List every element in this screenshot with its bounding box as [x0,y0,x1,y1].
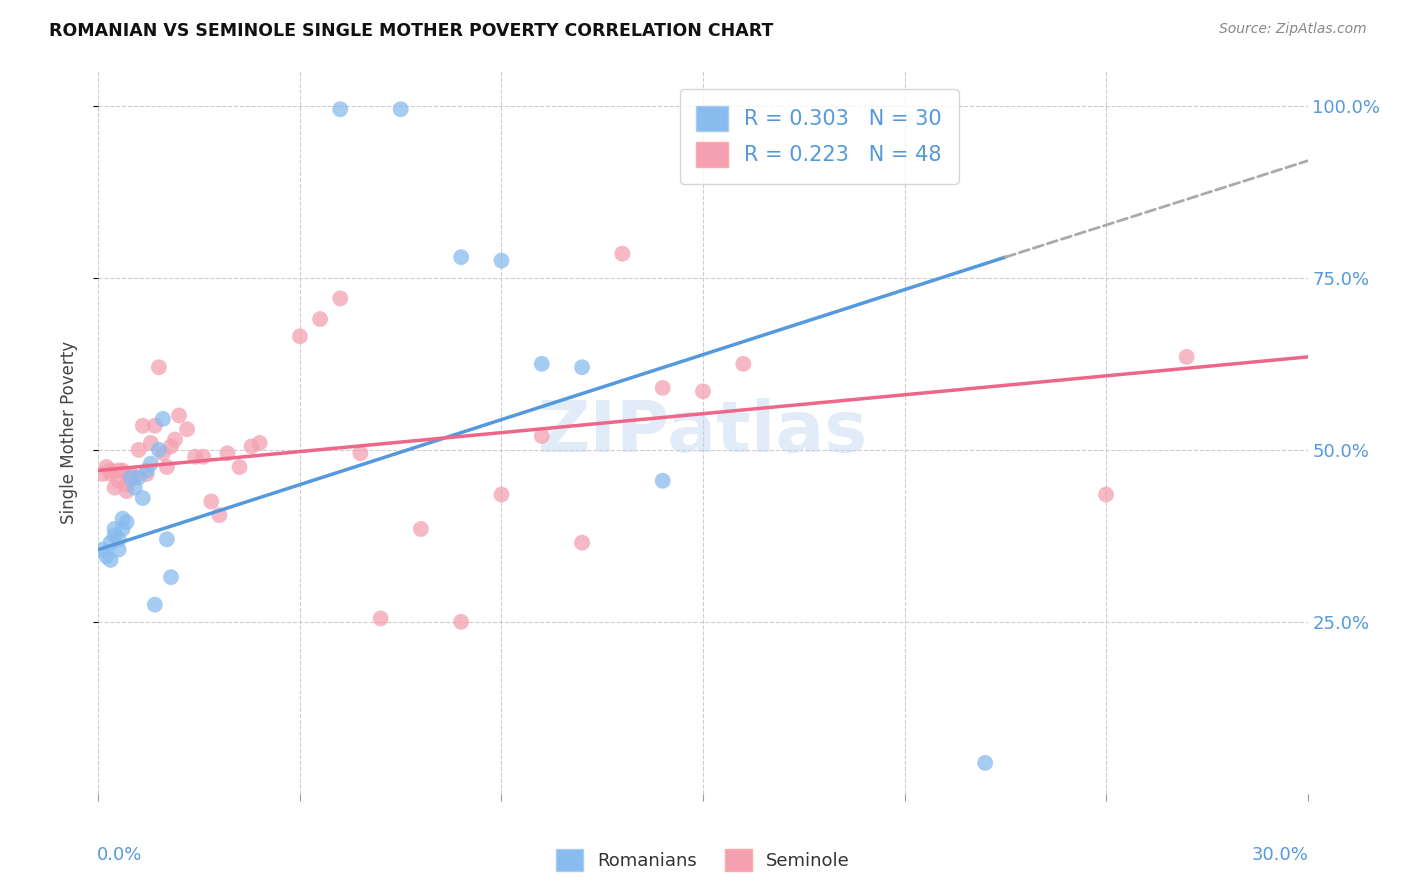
Point [152,412,174,426]
Point [349,446,371,460]
Point [176,422,198,436]
Point [208,508,231,523]
Point [96,549,118,564]
Point [107,463,129,477]
Point [120,467,142,481]
Text: ROMANIAN VS SEMINOLE SINGLE MOTHER POVERTY CORRELATION CHART: ROMANIAN VS SEMINOLE SINGLE MOTHER POVER… [49,22,773,40]
Point [491,487,513,501]
Point [135,463,157,477]
Point [107,533,129,547]
Point [156,460,179,475]
Point [148,360,170,375]
Point [491,253,513,268]
Point [612,246,634,260]
Point [217,446,239,460]
Point [184,450,207,464]
Point [107,474,129,488]
Point [143,418,166,433]
Point [370,611,392,625]
Point [128,442,150,457]
Text: 0.0%: 0.0% [97,846,142,863]
Point [132,418,155,433]
Point [124,481,146,495]
Point [530,429,553,443]
Point [91,542,114,557]
Point [450,615,472,629]
Point [115,515,138,529]
Point [148,442,170,457]
Text: Source: ZipAtlas.com: Source: ZipAtlas.com [1219,22,1367,37]
Point [329,102,352,116]
Point [571,360,593,375]
Point [240,439,263,453]
Point [100,535,122,549]
Legend: R = 0.303   N = 30, R = 0.223   N = 48: R = 0.303 N = 30, R = 0.223 N = 48 [679,89,959,184]
Point [249,436,271,450]
Point [160,570,183,584]
Point [103,481,125,495]
Point [329,292,352,306]
Point [692,384,714,399]
Point [111,463,134,477]
Text: ZIPatlas: ZIPatlas [538,398,868,467]
Point [160,439,183,453]
Point [103,529,125,543]
Point [974,756,997,770]
Point [100,467,122,481]
Point [1095,487,1118,501]
Point [152,446,174,460]
Point [115,477,138,491]
Point [107,542,129,557]
Point [288,329,311,343]
Point [111,511,134,525]
Point [228,460,250,475]
Point [100,463,122,477]
Point [124,470,146,484]
Point [96,460,118,475]
Legend: Romanians, Seminole: Romanians, Seminole [548,842,858,879]
Point [115,484,138,499]
Y-axis label: Single Mother Poverty: Single Mother Poverty [59,341,77,524]
Point [91,467,114,481]
Point [135,467,157,481]
Point [139,436,162,450]
Point [103,522,125,536]
Point [120,470,142,484]
Point [651,381,673,395]
Point [651,474,673,488]
Point [733,357,755,371]
Point [200,494,222,508]
Point [139,457,162,471]
Point [132,491,155,505]
Text: 30.0%: 30.0% [1251,846,1309,863]
Point [450,250,472,264]
Point [1175,350,1198,364]
Point [156,533,179,547]
Point [163,433,186,447]
Point [409,522,432,536]
Point [128,470,150,484]
Point [100,553,122,567]
Point [193,450,215,464]
Point [167,409,190,423]
Point [111,522,134,536]
Point [530,357,553,371]
Point [389,102,412,116]
Point [571,535,593,549]
Point [143,598,166,612]
Point [309,312,332,326]
